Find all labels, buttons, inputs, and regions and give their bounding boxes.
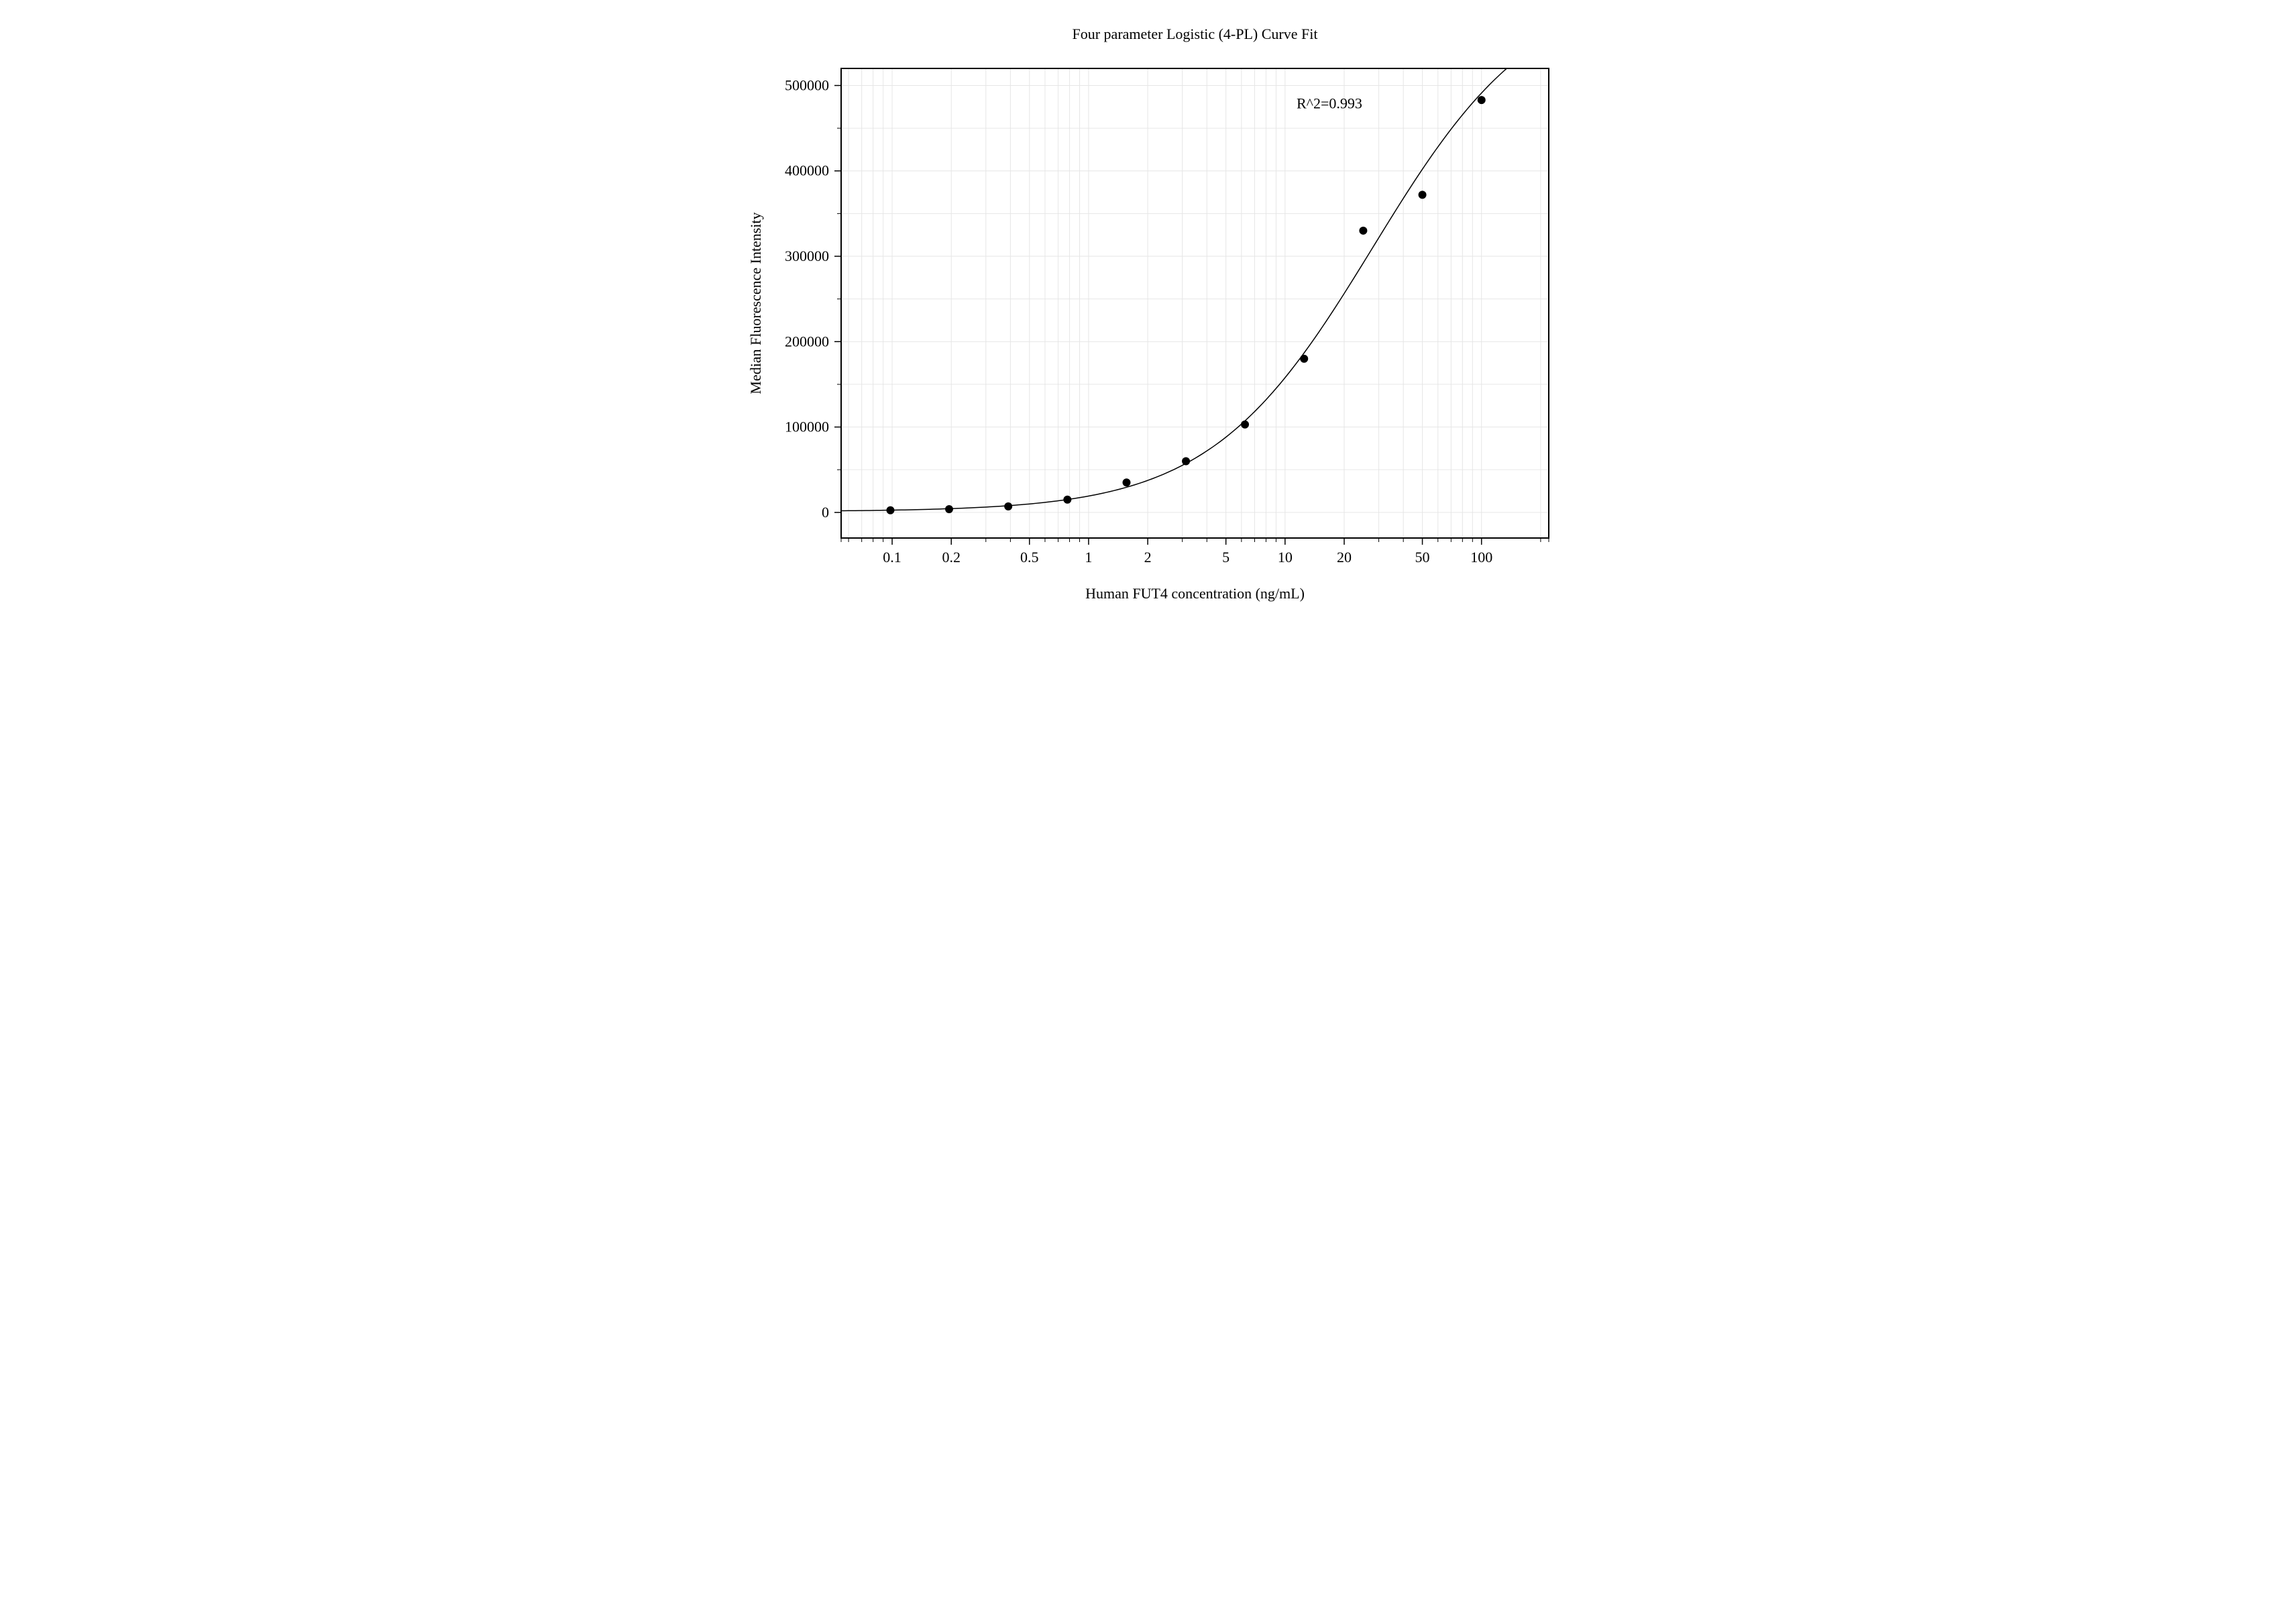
data-point (944, 505, 952, 513)
y-tick-label: 500000 (785, 76, 829, 93)
data-point (1182, 457, 1190, 465)
x-tick-label: 0.1 (883, 549, 901, 566)
x-tick-label: 0.5 (1020, 549, 1039, 566)
x-tick-label: 20 (1336, 549, 1351, 566)
data-point (886, 506, 894, 515)
x-tick-label: 100 (1470, 549, 1492, 566)
chart-container: 0.1 0.2 0.5 1 2 5 10 20 50 100 0 100000 200000 300000… (645, 0, 1651, 703)
data-point (1004, 502, 1012, 511)
x-tick-label: 10 (1277, 549, 1292, 566)
data-point (1359, 227, 1367, 235)
y-axis-label: Median Fluorescence Intensity (747, 212, 764, 394)
data-point (1063, 496, 1071, 504)
data-point (1418, 191, 1426, 199)
y-tick-label: 400000 (785, 162, 829, 179)
data-point (1477, 96, 1485, 104)
data-point (1241, 421, 1249, 429)
y-tick-label: 100000 (785, 419, 829, 435)
x-tick-label: 0.2 (942, 549, 961, 566)
y-tick-label: 200000 (785, 333, 829, 350)
x-tick-label: 5 (1222, 549, 1229, 566)
data-point (1300, 355, 1308, 363)
chart-svg: 0.1 0.2 0.5 1 2 5 10 20 50 100 0 100000 200000 300000… (645, 0, 1651, 703)
x-tick-label: 50 (1415, 549, 1429, 566)
data-point (1122, 478, 1130, 486)
y-tick-label: 0 (822, 504, 829, 521)
x-tick-label: 2 (1144, 549, 1151, 566)
r-squared-annotation: R^2=0.993 (1296, 95, 1362, 112)
x-tick-label: 1 (1085, 549, 1092, 566)
y-tick-label: 300000 (785, 248, 829, 264)
chart-title: Four parameter Logistic (4-PL) Curve Fit (1072, 25, 1317, 42)
x-axis-label: Human FUT4 concentration (ng/mL) (1085, 585, 1305, 602)
